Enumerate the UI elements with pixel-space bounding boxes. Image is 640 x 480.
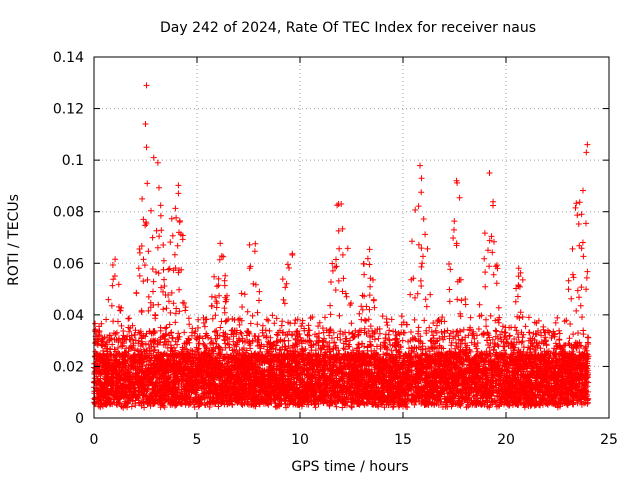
data-point xyxy=(453,177,460,184)
y-tick-label: 0.04 xyxy=(53,308,84,324)
x-tick-label: 5 xyxy=(193,432,202,448)
y-tick-label: 0.08 xyxy=(53,205,84,221)
y-tick-label: 0 xyxy=(75,411,84,427)
y-tick-label: 0.12 xyxy=(53,102,84,118)
data-point-cluster xyxy=(91,246,592,409)
plot-frame xyxy=(93,56,610,419)
data-point xyxy=(584,141,591,148)
data-point xyxy=(143,82,150,89)
y-tick-label: 0.1 xyxy=(62,153,84,169)
x-tick-label: 25 xyxy=(600,432,618,448)
y-tick-label: 0.02 xyxy=(53,359,84,375)
data-point xyxy=(143,144,150,151)
y-tick-label: 0.06 xyxy=(53,256,84,272)
data-point xyxy=(142,121,149,128)
x-tick-label: 20 xyxy=(497,432,515,448)
tick-labels: 0 5 10 15 20 25 0 0.02 0.04 0.06 0.08 0.1 0.12 0.14 xyxy=(53,50,618,448)
data-point xyxy=(150,154,157,161)
chart-title: Day 242 of 2024, Rate Of TEC Index for r… xyxy=(160,20,536,36)
data-point xyxy=(583,149,590,156)
data-points xyxy=(91,82,592,411)
data-point xyxy=(154,159,161,166)
data-point xyxy=(418,175,425,182)
data-point xyxy=(338,200,345,207)
y-tick-label: 0.14 xyxy=(53,50,84,66)
x-tick-label: 15 xyxy=(394,432,412,448)
axis-ticks xyxy=(93,56,610,419)
y-axis-label: ROTI / TECUs xyxy=(6,194,22,286)
x-tick-label: 10 xyxy=(291,432,309,448)
x-axis-label: GPS time / hours xyxy=(291,459,408,475)
x-tick-label: 0 xyxy=(90,432,99,448)
data-point xyxy=(486,170,493,177)
